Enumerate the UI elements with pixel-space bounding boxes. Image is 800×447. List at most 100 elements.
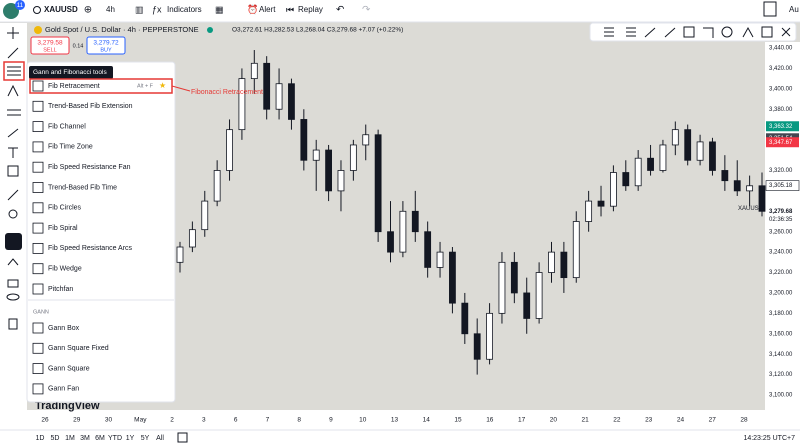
time-label: 30	[105, 417, 113, 424]
annotation: Fibonacci Retracement	[191, 89, 263, 96]
menu-icon	[32, 363, 44, 375]
menu-item[interactable]: Trend-Based Fib Extension	[48, 103, 133, 110]
menu-item[interactable]: Trend-Based Fib Time	[48, 184, 117, 191]
undo[interactable]: ↶	[336, 5, 344, 16]
magnet-tool[interactable]	[5, 233, 22, 250]
buy-button[interactable]	[86, 36, 126, 55]
clock: 14:23:25 UTC+7	[743, 435, 795, 442]
buy-price: 3,279.72	[93, 40, 119, 47]
menu-item[interactable]: Fib Channel	[48, 123, 86, 130]
range-button[interactable]: 3M	[80, 435, 90, 442]
time-label: May	[134, 417, 147, 424]
hide-tool[interactable]	[6, 293, 20, 301]
candle-body	[634, 157, 642, 187]
tb-icon[interactable]	[664, 27, 676, 38]
last-symbol: XAUUSD	[738, 206, 764, 212]
icon-tool[interactable]	[7, 165, 19, 177]
redo[interactable]: ↷	[362, 5, 371, 16]
top-bar	[0, 0, 800, 22]
range-button[interactable]: 1D	[36, 435, 45, 442]
candle-body	[411, 210, 419, 233]
tb-icon[interactable]	[742, 26, 754, 38]
interval[interactable]: 4h	[106, 5, 115, 14]
cross-tool[interactable]	[7, 27, 19, 39]
trash-tool[interactable]	[8, 318, 18, 330]
tb-icon[interactable]	[626, 27, 636, 37]
tb-icon[interactable]	[604, 27, 614, 37]
fib-tool[interactable]	[7, 66, 21, 76]
candle-body	[548, 251, 555, 273]
prediction-tool[interactable]	[7, 109, 21, 116]
menu-item[interactable]: Fib Spiral	[48, 225, 78, 232]
candle-body	[684, 129, 692, 161]
line-tool[interactable]	[7, 47, 19, 59]
candle-body	[213, 170, 221, 202]
lock-tool[interactable]	[7, 279, 19, 288]
time-label: 9	[329, 417, 333, 424]
symbol[interactable]: XAUUSD	[44, 5, 78, 14]
menu-icon	[32, 182, 44, 193]
alert[interactable]: Alert	[259, 5, 276, 14]
menu-icon	[32, 80, 44, 92]
menu-item[interactable]: Gann Fan	[48, 386, 79, 393]
tb-icon[interactable]	[781, 27, 791, 37]
section-header: GANN	[33, 309, 49, 315]
last-price: 3,279.68	[769, 209, 793, 215]
tb-icon[interactable]	[683, 26, 695, 38]
chart-type-icon[interactable]: ▥	[135, 4, 144, 14]
menu-item[interactable]: Fib Time Zone	[48, 144, 93, 151]
pattern-tool[interactable]	[7, 84, 19, 97]
text-tool[interactable]	[8, 147, 18, 158]
menu-item[interactable]: Gann Square	[48, 365, 90, 372]
tb-icon[interactable]	[644, 27, 656, 38]
candle-body	[275, 83, 283, 110]
tb-icon[interactable]	[703, 27, 714, 38]
tb-icon[interactable]	[721, 26, 733, 38]
price-badge-label: 3,363.32	[769, 124, 793, 130]
fib-tool-active[interactable]	[3, 61, 25, 81]
menu-icon	[32, 283, 44, 295]
time-label: 20	[550, 417, 558, 424]
range-button[interactable]: All	[156, 435, 164, 442]
candle-body	[325, 149, 332, 192]
add-symbol[interactable]: ⊕	[84, 5, 92, 16]
candle-body	[374, 134, 382, 233]
stay-in-draw[interactable]	[7, 258, 19, 266]
candle-body	[510, 261, 518, 294]
brush-tool[interactable]	[7, 128, 19, 138]
legend-title: Gold Spot / U.S. Dollar · 4h · PEPPERSTO…	[45, 25, 199, 34]
range-button[interactable]: YTD	[108, 435, 122, 442]
time-label: 27	[709, 417, 717, 424]
tb-icon[interactable]	[761, 26, 773, 38]
sell-button[interactable]	[30, 36, 70, 55]
replay[interactable]: Replay	[298, 5, 323, 14]
indicators[interactable]: Indicators	[167, 5, 202, 14]
menu-item[interactable]: Gann Box	[48, 325, 80, 332]
range-button[interactable]: 5D	[51, 435, 60, 442]
menu-item[interactable]: Fib Speed Resistance Fan	[48, 164, 131, 171]
date-range-icon[interactable]	[177, 432, 188, 443]
time-label: 7	[266, 417, 270, 424]
measure-tool[interactable]	[7, 189, 19, 201]
range-button[interactable]: 5Y	[141, 435, 150, 442]
zoom-tool[interactable]	[8, 209, 18, 219]
menu-item[interactable]: Gann Square Fixed	[48, 345, 109, 352]
layout-button[interactable]	[763, 1, 777, 17]
candle-body	[362, 134, 370, 146]
range-button[interactable]: 6M	[95, 435, 105, 442]
time-axis	[27, 410, 765, 430]
avatar[interactable]	[3, 3, 19, 19]
menu-icon	[32, 322, 44, 334]
account[interactable]: Au	[789, 5, 799, 14]
menu-item[interactable]: Fib Speed Resistance Arcs	[48, 245, 133, 252]
range-button[interactable]: 1M	[65, 435, 75, 442]
menu-item[interactable]: Fib Wedge	[48, 266, 82, 273]
menu-item[interactable]: Fib Circles	[48, 205, 82, 212]
menu-item[interactable]: Fib Retracement	[48, 83, 100, 90]
menu-item[interactable]: Pitchfan	[48, 286, 73, 293]
time-label: 29	[73, 417, 81, 424]
range-button[interactable]: 1Y	[126, 435, 135, 442]
layout-icon[interactable]: ▦	[215, 4, 224, 14]
price-label: 3,120.00	[769, 372, 793, 378]
candle-body	[461, 302, 469, 335]
